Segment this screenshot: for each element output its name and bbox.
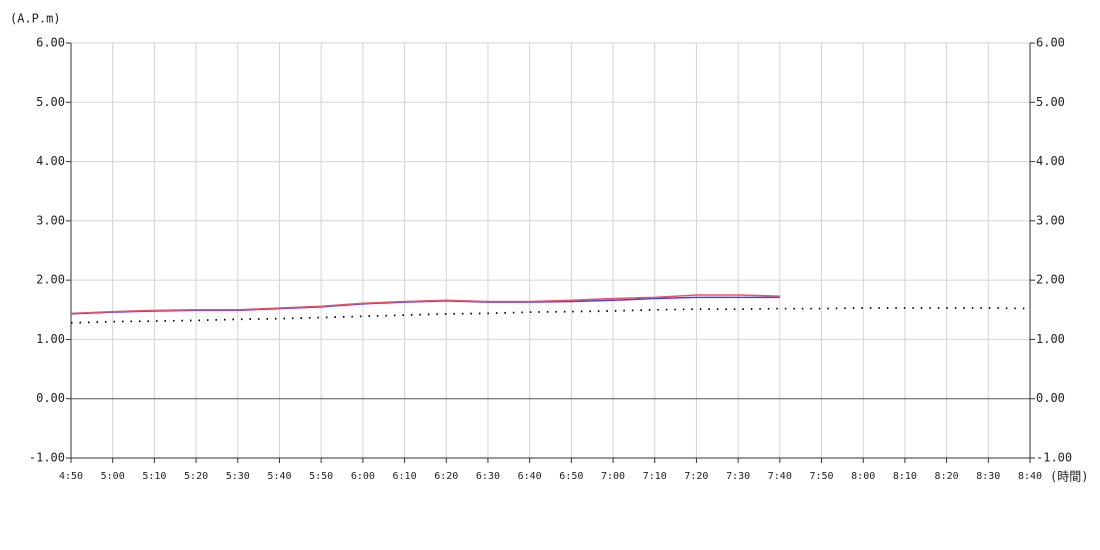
x-tick-label: 8:00 bbox=[851, 471, 875, 482]
y2-tick-label: 0.00 bbox=[1036, 391, 1065, 405]
y2-tick-label: 4.00 bbox=[1036, 154, 1065, 168]
series-line bbox=[70, 296, 780, 315]
x-tick-label: 6:30 bbox=[476, 471, 500, 482]
y-tick-label: -1.00 bbox=[29, 451, 65, 465]
y2-tick-label: 1.00 bbox=[1036, 332, 1065, 346]
x-tick-label: 5:20 bbox=[184, 471, 208, 482]
x-tick-label: 7:30 bbox=[726, 471, 750, 482]
series-line bbox=[70, 294, 780, 315]
x-tick-label: 5:00 bbox=[101, 471, 125, 482]
x-tick-label: 6:20 bbox=[434, 471, 458, 482]
x-tick-label: 4:50 bbox=[59, 471, 83, 482]
y2-tick-label: -1.00 bbox=[1036, 451, 1072, 465]
x-tick-label: 6:10 bbox=[393, 471, 417, 482]
y2-tick-label: 5.00 bbox=[1036, 95, 1065, 109]
x-tick-label: 8:40 bbox=[1018, 471, 1042, 482]
y-tick-label: 4.00 bbox=[36, 154, 65, 168]
x-tick-label: 6:50 bbox=[559, 471, 583, 482]
y-tick-label: 0.00 bbox=[36, 391, 65, 405]
y-tick-label: 6.00 bbox=[36, 36, 65, 50]
y-tick-label: 1.00 bbox=[36, 332, 65, 346]
x-tick-label: 7:40 bbox=[768, 471, 792, 482]
x-tick-label: 5:10 bbox=[142, 471, 166, 482]
series-line bbox=[70, 307, 1031, 324]
x-tick-label: 8:30 bbox=[976, 471, 1000, 482]
y-tick-label: 3.00 bbox=[36, 213, 65, 227]
x-tick-label: 5:30 bbox=[226, 471, 250, 482]
x-tick-label: 7:10 bbox=[643, 471, 667, 482]
x-tick-label: 7:00 bbox=[601, 471, 625, 482]
y-tick-label: 2.00 bbox=[36, 273, 65, 287]
y2-tick-label: 2.00 bbox=[1036, 273, 1065, 287]
x-axis-label: (時間) bbox=[1050, 470, 1088, 484]
x-tick-label: 8:20 bbox=[935, 471, 959, 482]
y2-tick-label: 3.00 bbox=[1036, 213, 1065, 227]
x-tick-label: 5:40 bbox=[267, 471, 291, 482]
x-tick-label: 7:20 bbox=[684, 471, 708, 482]
x-tick-label: 6:40 bbox=[518, 471, 542, 482]
x-tick-label: 8:10 bbox=[893, 471, 917, 482]
y-axis-label: (A.P.m) bbox=[10, 12, 61, 26]
x-tick-label: 7:50 bbox=[809, 471, 833, 482]
x-tick-label: 6:00 bbox=[351, 471, 375, 482]
x-tick-label: 5:50 bbox=[309, 471, 333, 482]
y2-tick-label: 6.00 bbox=[1036, 36, 1065, 50]
y-tick-label: 5.00 bbox=[36, 95, 65, 109]
